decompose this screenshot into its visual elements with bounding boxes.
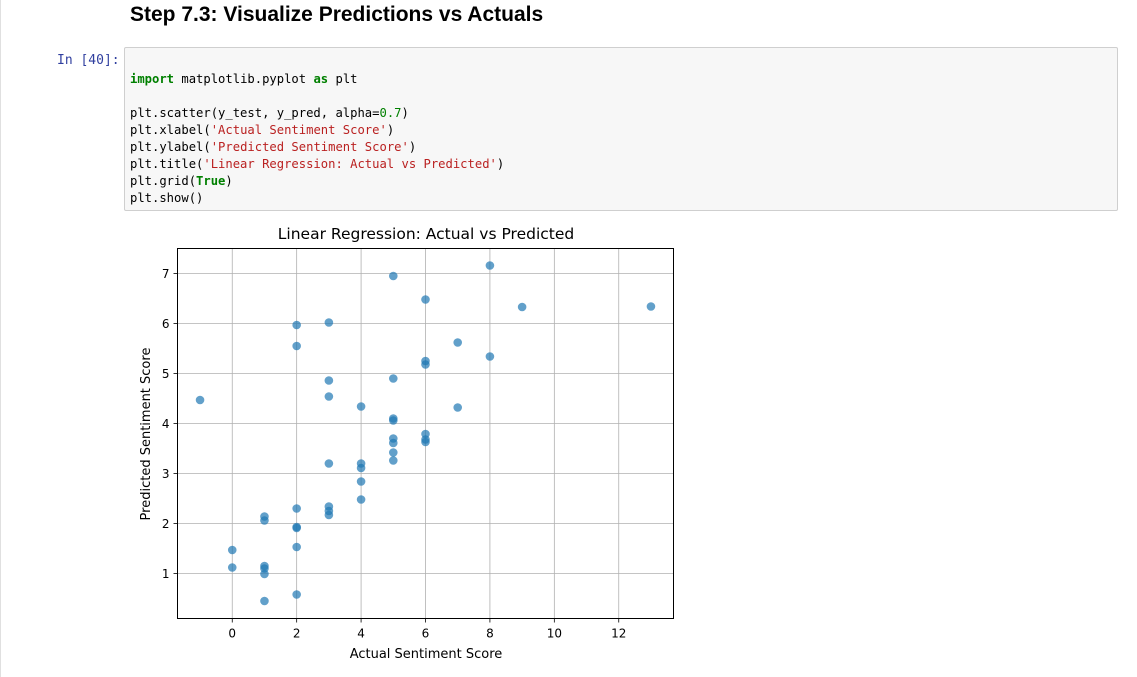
data-point — [388, 374, 398, 383]
x-tick-label: 0 — [228, 627, 236, 641]
code-cell-input[interactable]: import matplotlib.pyplot as plt plt.scat… — [124, 47, 1118, 211]
data-point — [388, 416, 398, 425]
data-point — [324, 459, 334, 468]
cell-output: Linear Regression: Actual vs Predicted 0… — [124, 218, 704, 673]
code-line: plt.grid(True) — [130, 174, 233, 188]
y-tick-label: 6 — [162, 317, 170, 331]
data-points — [195, 261, 656, 606]
y-tick-label: 1 — [162, 567, 170, 581]
chart-title: Linear Regression: Actual vs Predicted — [278, 225, 574, 243]
y-axis-label: Predicted Sentiment Score — [139, 348, 154, 521]
x-tick-label: 8 — [486, 627, 494, 641]
data-point — [517, 302, 527, 312]
code-line: plt.xlabel('Actual Sentiment Score') — [130, 123, 394, 137]
code-token: plt.grid( — [130, 174, 197, 188]
data-point — [485, 352, 495, 361]
x-tick-label: 12 — [611, 627, 626, 641]
data-point — [421, 360, 430, 369]
data-point — [646, 302, 656, 311]
code-token: plt — [328, 72, 358, 86]
code-line: import matplotlib.pyplot as plt — [130, 72, 358, 86]
y-tick-label: 2 — [162, 517, 170, 531]
data-point — [260, 516, 269, 525]
code-line: plt.ylabel('Predicted Sentiment Score') — [130, 140, 416, 154]
code-token: 'Predicted Sentiment Score' — [210, 140, 409, 154]
data-point — [292, 590, 301, 599]
code-token: ) — [496, 157, 505, 171]
code-token: ) — [386, 123, 395, 137]
scatter-chart: Linear Regression: Actual vs Predicted 0… — [139, 225, 674, 662]
data-point — [292, 320, 301, 330]
data-point — [453, 338, 463, 347]
section-heading: Step 7.3: Visualize Predictions vs Actua… — [130, 3, 544, 26]
data-point — [421, 295, 430, 304]
code-editor[interactable]: import matplotlib.pyplot as plt plt.scat… — [130, 71, 504, 207]
data-point — [260, 596, 269, 606]
code-token: 'Actual Sentiment Score' — [210, 123, 387, 137]
data-point — [292, 341, 301, 351]
y-tick-label: 4 — [162, 417, 170, 431]
code-token: as — [313, 72, 329, 86]
data-point — [388, 448, 398, 457]
code-line: plt.scatter(y_test, y_pred, alpha=0.7) — [130, 106, 409, 120]
data-point — [388, 456, 398, 465]
code-token: plt.scatter(y_test, y_pred, alpha= — [130, 106, 380, 120]
x-axis-label: Actual Sentiment Score — [350, 647, 503, 662]
code-token: plt.title( — [130, 157, 204, 171]
code-token: plt.ylabel( — [130, 140, 211, 154]
x-tick-label: 6 — [422, 627, 430, 641]
data-point — [260, 569, 269, 579]
data-point — [453, 403, 463, 412]
code-token: ) — [401, 106, 409, 120]
data-point — [227, 545, 237, 555]
data-point — [195, 395, 205, 405]
data-point — [421, 437, 430, 447]
y-tick-label: 5 — [162, 367, 170, 381]
data-point — [292, 523, 301, 533]
code-token: ) — [225, 174, 233, 188]
code-token: plt.show() — [130, 191, 204, 205]
data-point — [324, 318, 334, 327]
code-token: import — [130, 72, 175, 86]
code-token: matplotlib.pyplot — [174, 72, 314, 86]
code-token: plt.xlabel( — [130, 123, 211, 137]
data-point — [356, 495, 366, 504]
x-tick-label: 4 — [357, 627, 365, 641]
code-token: 'Linear Regression: Actual vs Predicted' — [203, 157, 497, 171]
data-point — [324, 392, 334, 401]
y-tick-label: 3 — [162, 467, 170, 481]
code-line: plt.title('Linear Regression: Actual vs … — [130, 157, 504, 171]
data-point — [388, 438, 398, 448]
y-tick-label: 7 — [162, 267, 170, 281]
code-line: plt.show() — [130, 191, 203, 205]
data-point — [324, 376, 334, 385]
code-token: ) — [408, 140, 417, 154]
data-point — [292, 504, 301, 513]
data-point — [292, 542, 301, 552]
data-point — [356, 463, 366, 473]
data-point — [356, 477, 366, 486]
data-point — [388, 271, 398, 281]
data-point — [356, 402, 366, 411]
data-point — [485, 261, 495, 270]
data-point — [324, 510, 334, 520]
code-token: 0.7 — [379, 106, 402, 120]
x-tick-label: 2 — [293, 627, 301, 641]
data-point — [227, 563, 237, 572]
notebook-left-border — [0, 0, 1, 677]
code-token: True — [196, 174, 226, 188]
cell-prompt: In [40]: — [57, 53, 120, 68]
grid — [177, 248, 674, 619]
x-tick-label: 10 — [547, 627, 562, 641]
